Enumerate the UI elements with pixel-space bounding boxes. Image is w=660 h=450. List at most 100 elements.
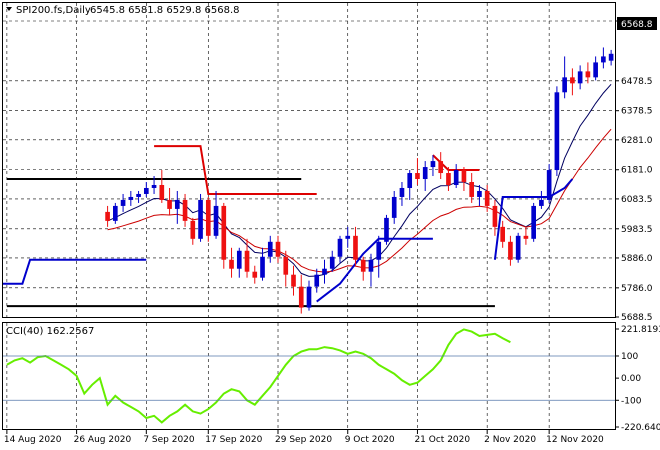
support-step-line-1 <box>3 258 147 285</box>
candle-body <box>105 211 110 221</box>
cci-axis: 221.8193 100 0.00 -100 -220.640 <box>3 325 660 433</box>
last-price-marker: 6568.8 <box>617 17 657 30</box>
candles <box>105 47 614 314</box>
candle-body <box>407 173 413 188</box>
candle-body <box>438 161 444 174</box>
candle-body <box>477 190 482 197</box>
candle-body <box>345 235 351 239</box>
candle-body <box>546 170 552 200</box>
candle-body <box>329 256 335 269</box>
candle-body <box>554 92 560 171</box>
candle-body <box>182 199 188 221</box>
y-tick-label: 6083.5 <box>621 195 653 205</box>
y-tick-label: 6281.0 <box>621 136 653 146</box>
main-pane-frame <box>2 2 616 318</box>
candle-body <box>244 250 250 272</box>
candle-body <box>120 199 126 206</box>
candle-body <box>469 182 475 197</box>
candle-body <box>221 205 227 260</box>
slow-ma-line <box>107 128 612 273</box>
candle-body <box>570 77 575 84</box>
candle-body <box>190 220 196 239</box>
candle-body <box>275 241 281 257</box>
candle-body <box>314 274 320 287</box>
x-tick-label: 7 Sep 2020 <box>143 435 195 445</box>
candle-body <box>577 71 583 84</box>
candle-body <box>585 71 591 78</box>
candle-body <box>384 217 389 242</box>
x-tick-label: 29 Sep 2020 <box>275 435 332 445</box>
resistance-step-line-1 <box>154 145 317 195</box>
candle-body <box>283 256 289 275</box>
indicator-pane-frame <box>2 322 616 430</box>
candle-body <box>368 259 374 272</box>
menu-triangle-icon[interactable] <box>6 7 12 11</box>
candle-body <box>159 184 165 200</box>
candle-body <box>360 259 366 272</box>
candle-body <box>337 238 343 257</box>
y-tick-label: 5688.5 <box>621 313 653 323</box>
candle-body <box>143 187 149 194</box>
candle-body <box>353 235 358 260</box>
candle-body <box>601 56 606 63</box>
candle-body <box>229 259 234 269</box>
candle-body <box>446 173 451 185</box>
candle-body <box>205 199 211 236</box>
candle-body <box>608 53 614 61</box>
candle-body <box>430 161 436 168</box>
candle-body <box>523 235 529 239</box>
x-tick-label: 17 Sep 2020 <box>205 435 262 445</box>
y-tick-label: 5983.5 <box>621 225 653 235</box>
candle-body <box>422 167 428 180</box>
cci-tick-label: -220.640 <box>621 423 660 433</box>
cci-label: CCI(40) 162.2567 <box>6 326 94 337</box>
candle-body <box>306 286 312 308</box>
candle-body <box>539 199 544 206</box>
x-tick-label: 21 Oct 2020 <box>414 435 470 445</box>
price-axis: 6678.56478.56378.56281.06181.06083.55983… <box>615 17 653 323</box>
candle-body <box>399 187 405 197</box>
cci-tick-label: 221.8193 <box>621 325 660 335</box>
candle-body <box>562 77 567 93</box>
candle-body <box>213 205 219 236</box>
candle-body <box>453 170 459 185</box>
candle-body <box>391 196 397 218</box>
candle-body <box>298 286 304 308</box>
support-step-line-2 <box>316 237 433 303</box>
svg-text:6568.8: 6568.8 <box>621 20 653 30</box>
y-tick-label: 5786.0 <box>621 284 653 294</box>
candle-body <box>252 271 258 278</box>
x-tick-label: 14 Aug 2020 <box>4 435 62 445</box>
x-tick-label: 2 Nov 2020 <box>484 435 536 445</box>
y-tick-label: 6478.5 <box>621 77 653 87</box>
candle-body <box>593 62 598 78</box>
candle-body <box>174 199 180 209</box>
candle-body <box>461 170 467 183</box>
candle-body <box>322 268 327 275</box>
overlays <box>3 83 612 308</box>
cci-tick-label: -100 <box>621 396 642 406</box>
candle-body <box>128 196 134 200</box>
candle-body <box>531 205 536 239</box>
candle-body <box>113 205 118 221</box>
cci-tick-label: 100 <box>621 352 638 362</box>
x-tick-label: 12 Nov 2020 <box>546 435 604 445</box>
candle-body <box>515 235 521 260</box>
y-tick-label: 5886.0 <box>621 254 653 264</box>
time-axis: 14 Aug 2020 26 Aug 2020 7 Sep 2020 17 Sep 2… <box>4 430 604 445</box>
candle-body <box>484 190 490 206</box>
ohlc-label: 6545.8 6581.8 6529.8 6568.8 <box>90 5 240 16</box>
candle-body <box>167 199 172 209</box>
candle-body <box>291 274 296 287</box>
candle-body <box>376 241 382 260</box>
candle-body <box>492 205 498 227</box>
candle-body <box>151 184 157 188</box>
candle-body <box>260 256 265 278</box>
candle-body <box>415 173 420 180</box>
cci-tick-label: 0.00 <box>621 374 641 384</box>
x-tick-label: 26 Aug 2020 <box>74 435 132 445</box>
candle-body <box>500 226 505 242</box>
symbol-label: SPI200.fs,Daily <box>16 5 91 16</box>
candle-body <box>267 241 273 257</box>
